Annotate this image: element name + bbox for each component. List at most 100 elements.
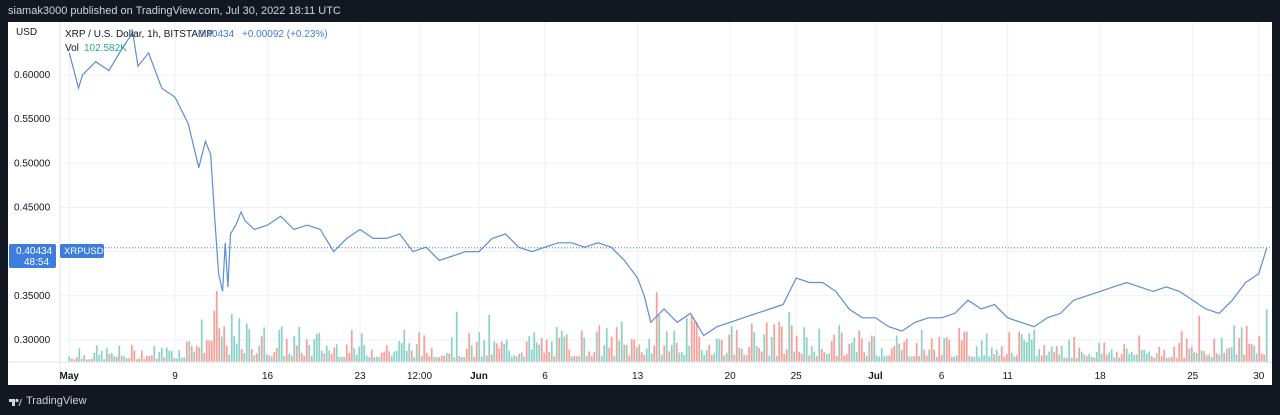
- volume-bar: [280, 326, 283, 362]
- volume-bar: [980, 340, 983, 362]
- volume-bar: [445, 353, 448, 362]
- volume-bar: [140, 350, 143, 362]
- volume-bar: [375, 356, 378, 362]
- volume-bar: [840, 332, 843, 362]
- volume-bar: [740, 348, 743, 362]
- volume-bar: [438, 357, 441, 362]
- volume-bar: [640, 352, 643, 362]
- volume-bar: [995, 349, 998, 362]
- volume-bar: [1053, 352, 1056, 362]
- volume-bar: [835, 355, 838, 362]
- volume-bar: [373, 357, 376, 362]
- volume-bar: [1020, 334, 1023, 362]
- volume-bar: [1078, 347, 1081, 362]
- volume-bar: [713, 352, 716, 362]
- volume-bar: [510, 356, 513, 362]
- volume-bar: [795, 335, 798, 362]
- volume-bar: [585, 355, 588, 362]
- volume-bar: [748, 347, 751, 362]
- volume-bar: [473, 356, 476, 362]
- legend-change: +0.00092 (+0.23%): [242, 29, 328, 40]
- volume-bar: [670, 345, 673, 362]
- volume-bar: [785, 349, 788, 362]
- volume-bar: [860, 338, 863, 362]
- volume-bar: [778, 321, 781, 362]
- volume-bar: [805, 337, 808, 362]
- volume-bar: [268, 355, 271, 362]
- volume-bar: [1103, 342, 1106, 362]
- volume-bar: [975, 346, 978, 362]
- volume-bar: [783, 353, 786, 362]
- volume-bar: [405, 350, 408, 362]
- volume-bar: [228, 354, 231, 362]
- volume-bar: [680, 352, 683, 362]
- volume-bar: [1140, 350, 1143, 362]
- volume-bar: [303, 355, 306, 362]
- volume-bar: [763, 334, 766, 362]
- volume-bar: [380, 352, 383, 362]
- volume-bar: [1018, 331, 1021, 362]
- volume-bar: [830, 341, 833, 362]
- volume-bar: [293, 336, 296, 362]
- volume-bar: [198, 347, 201, 362]
- chart-area[interactable]: 0.300000.350000.400000.450000.500000.550…: [8, 22, 1272, 385]
- volume-bar: [505, 339, 508, 362]
- volume-bar: [223, 326, 226, 362]
- volume-bar: [550, 341, 553, 362]
- volume-bar: [348, 352, 351, 362]
- symbol-tag: XRPUSD: [64, 246, 104, 257]
- price-tag: 0.40434: [16, 246, 53, 257]
- volume-bar: [460, 356, 463, 362]
- volume-bar: [703, 354, 706, 362]
- volume-bar: [815, 356, 818, 362]
- y-tick-label: 0.30000: [14, 335, 51, 346]
- volume-bar: [110, 352, 113, 362]
- volume-bar: [690, 315, 693, 362]
- volume-bar: [130, 344, 133, 362]
- volume-bar: [528, 336, 531, 362]
- volume-bar: [928, 349, 931, 362]
- volume-bar: [285, 338, 288, 362]
- volume-bar: [885, 355, 888, 362]
- volume-bar: [695, 321, 698, 362]
- volume-bar: [668, 351, 671, 362]
- volume-bar: [390, 355, 393, 362]
- volume-bar: [1095, 352, 1098, 362]
- volume-bar: [225, 345, 228, 362]
- volume-bar: [545, 339, 548, 362]
- volume-bar: [568, 349, 571, 362]
- volume-bar: [535, 342, 538, 362]
- volume-bar: [630, 338, 633, 362]
- volume-bar: [420, 355, 423, 362]
- volume-bar: [288, 353, 291, 362]
- volume-bar: [175, 358, 178, 362]
- volume-bar: [700, 350, 703, 362]
- volume-bar: [863, 352, 866, 362]
- volume-bar: [343, 356, 346, 362]
- volume-bar: [188, 340, 191, 362]
- volume-bar: [170, 350, 173, 362]
- volume-bar: [80, 358, 83, 362]
- volume-bar: [678, 352, 681, 362]
- volume-bar: [398, 340, 401, 362]
- volume-bar: [488, 314, 491, 362]
- x-tick-label: 16: [262, 371, 274, 382]
- volume-bar: [733, 354, 736, 362]
- volume-bar: [553, 356, 556, 362]
- volume-bar: [750, 323, 753, 362]
- volume-bar: [318, 332, 321, 362]
- volume-bar: [215, 291, 218, 362]
- volume-bar: [1260, 353, 1263, 362]
- price-chart[interactable]: 0.300000.350000.400000.450000.500000.550…: [8, 22, 1272, 385]
- volume-bar: [1113, 357, 1116, 362]
- volume-bar: [1125, 348, 1128, 362]
- y-tick-label: 0.50000: [14, 158, 51, 169]
- volume-bar: [1170, 356, 1173, 362]
- volume-bar: [1010, 353, 1013, 362]
- volume-bar: [990, 347, 993, 362]
- volume-bar: [428, 356, 431, 362]
- volume-bar: [1158, 346, 1161, 362]
- volume-bar: [623, 344, 626, 362]
- volume-bar: [955, 355, 958, 362]
- volume-bar: [1148, 351, 1151, 362]
